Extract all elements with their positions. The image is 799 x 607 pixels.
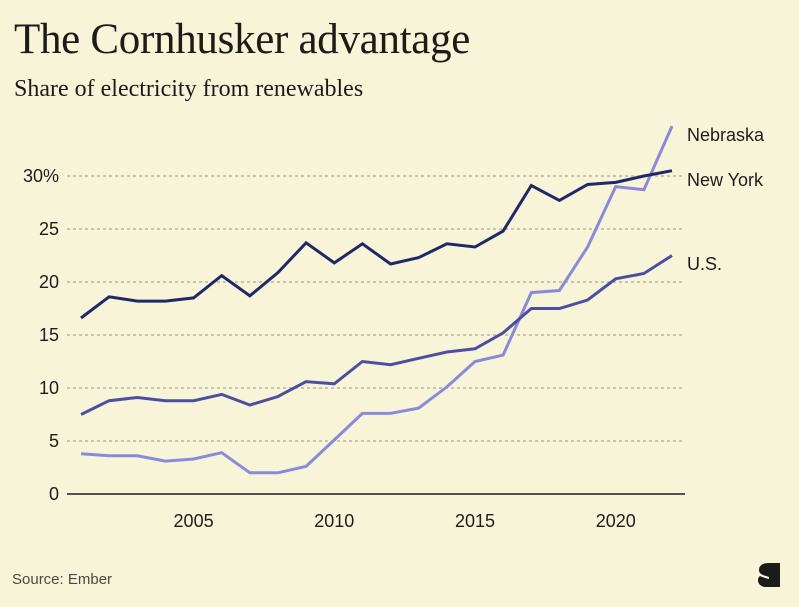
x-tick-label: 2015 <box>455 511 495 531</box>
chart-subtitle: Share of electricity from renewables <box>14 76 364 102</box>
y-tick-label: 5 <box>49 431 59 451</box>
y-tick-label: 25 <box>39 219 59 239</box>
x-tick-label: 2010 <box>314 511 354 531</box>
series-label-u-s: U.S. <box>687 254 722 274</box>
y-axis-ticks: 0 5 10 15 20 25 30% <box>23 166 59 504</box>
series-line-new-york <box>80 169 673 320</box>
x-axis-ticks: 2005 2010 2015 2020 <box>174 511 636 531</box>
y-tick-label: 10 <box>39 378 59 398</box>
source-note: Source: Ember <box>12 571 113 588</box>
publication-s-logo-icon <box>758 563 780 587</box>
x-tick-label: 2005 <box>174 511 214 531</box>
y-tick-label: 15 <box>39 325 59 345</box>
y-tick-label: 30% <box>23 166 59 186</box>
series-labels: New York U.S. Nebraska <box>687 125 765 274</box>
x-tick-label: 2020 <box>596 511 636 531</box>
gridlines <box>67 175 685 495</box>
series-label-new-york: New York <box>687 170 764 190</box>
chart-title: The Cornhusker advantage <box>14 16 471 63</box>
series-line-nebraska <box>80 125 674 475</box>
series-line-u-s <box>80 254 673 416</box>
y-tick-label: 0 <box>49 484 59 504</box>
series-lines <box>80 125 674 475</box>
y-tick-label: 20 <box>39 272 59 292</box>
series-label-nebraska: Nebraska <box>687 125 765 145</box>
